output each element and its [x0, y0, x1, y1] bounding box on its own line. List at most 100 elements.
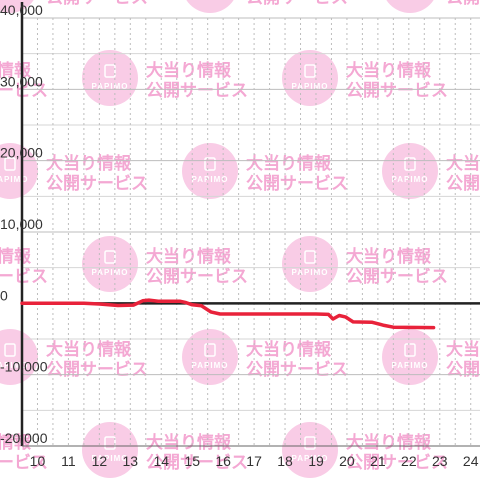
watermark-phone-icon — [204, 343, 216, 357]
watermark-logo-circle — [0, 0, 34, 13]
watermark-line1: 大当り情報 — [0, 246, 32, 266]
watermark-line2: 公開サービス — [146, 267, 248, 286]
watermark-phone-icon — [104, 64, 116, 78]
x-tick-label: 23 — [432, 453, 448, 469]
watermark-line2: 公開サービス — [446, 360, 480, 379]
watermark-line1: 大当り情報 — [0, 60, 32, 80]
series-layer — [20, 298, 436, 330]
watermark-line2: 公開サービス — [0, 453, 48, 472]
x-tick-label: 24 — [463, 453, 479, 469]
watermark-line1: 大当り情報 — [246, 153, 332, 173]
watermark-logo-circle — [186, 0, 234, 13]
watermark-line2: 公開サービス — [0, 81, 48, 100]
watermark-line1: 大当り情報 — [346, 432, 432, 452]
watermark-logo-text: PAPIMO — [192, 361, 229, 370]
watermark-logo-text: PAPIMO — [92, 82, 129, 91]
watermark-logo-text: PAPIMO — [392, 361, 429, 370]
x-tick-label: 16 — [215, 453, 231, 469]
watermark-logo-circle — [82, 50, 138, 106]
watermark-line2: 公開サービス — [46, 360, 148, 379]
watermark-line1: 大当り情報 — [446, 153, 480, 173]
x-tick-label: 12 — [92, 453, 108, 469]
watermark-logo-text: PAPIMO — [192, 175, 229, 184]
y-tick-label: 0 — [0, 287, 8, 303]
watermark-logo-text: PAPIMO — [0, 361, 28, 370]
watermark-line1: 大当り情報 — [146, 60, 232, 80]
watermark-line2: 公開サービス — [46, 0, 148, 7]
x-tick-label: 11 — [61, 453, 76, 469]
watermark-line2: 公開サービス — [446, 174, 480, 193]
watermark-logo-text: PAPIMO — [292, 268, 329, 277]
watermark-logo-circle — [182, 143, 238, 199]
watermark-line1: 大当り情報 — [46, 339, 132, 359]
x-tick-label: 19 — [308, 453, 324, 469]
watermark-phone-icon — [304, 436, 316, 450]
watermark-phone-icon — [304, 250, 316, 264]
watermark-line2: 公開サービス — [246, 174, 348, 193]
watermark-line1: 大当り情報 — [246, 339, 332, 359]
x-tick-label: 21 — [370, 453, 386, 469]
watermark-logo-circle — [0, 143, 38, 199]
watermark-logo-circle — [282, 422, 338, 478]
watermark-line2: 公開サービス — [346, 81, 448, 100]
watermark-logo-text: PAPIMO — [392, 175, 429, 184]
watermark-logo-circle — [386, 0, 434, 13]
watermark-phone-icon — [404, 157, 416, 171]
watermark-logo-circle — [282, 236, 338, 292]
x-tick-label: 20 — [339, 453, 355, 469]
watermark-logo-circle — [382, 143, 438, 199]
watermark-line1: 大当り情報 — [346, 246, 432, 266]
watermark-line1: 大当り情報 — [146, 432, 232, 452]
x-tick-label: 18 — [277, 453, 293, 469]
label-layer: 40,000 30,000 20,000 10,000 0 -10,000 -20,000 1… — [0, 2, 479, 469]
y-tick-label: -20,000 — [0, 430, 48, 446]
watermark-line2: 公開サービス — [146, 453, 248, 472]
x-tick-label: 14 — [153, 453, 169, 469]
watermark-logo-text: PAPIMO — [0, 175, 28, 184]
watermark-line2: 公開サービス — [446, 0, 480, 7]
watermark-logo-circle — [282, 50, 338, 106]
watermark-line2: 公開サービス — [246, 0, 348, 7]
watermark-line2: 公開サービス — [0, 267, 48, 286]
watermark-line1: 大当り情報 — [146, 246, 232, 266]
y-tick-label: 40,000 — [0, 2, 43, 18]
watermark-logo-text: PAPIMO — [292, 454, 329, 463]
watermark-line2: 公開サービス — [146, 81, 248, 100]
watermark-line2: 公開サービス — [346, 267, 448, 286]
watermark-line1: 大当り情報 — [446, 339, 480, 359]
watermark-logo-text: PAPIMO — [292, 82, 329, 91]
watermark-line2: 公開サービス — [346, 453, 448, 472]
watermark-phone-icon — [204, 157, 216, 171]
watermark-logo-circle — [0, 329, 38, 385]
watermark-logo-circle — [82, 422, 138, 478]
y-tick-label: 10,000 — [0, 216, 43, 232]
watermark-phone-icon — [304, 64, 316, 78]
x-tick-label: 10 — [30, 453, 46, 469]
watermark-logo-circle — [382, 329, 438, 385]
watermark-logo-text: PAPIMO — [92, 454, 129, 463]
watermark-logo-text: PAPIMO — [92, 268, 129, 277]
watermark-phone-icon — [404, 343, 416, 357]
y-tick-label: -10,000 — [0, 359, 48, 375]
watermark-logo-circle — [82, 236, 138, 292]
series-line — [20, 298, 436, 330]
watermark-line2: 公開サービス — [246, 360, 348, 379]
watermark-logo-circle — [182, 329, 238, 385]
